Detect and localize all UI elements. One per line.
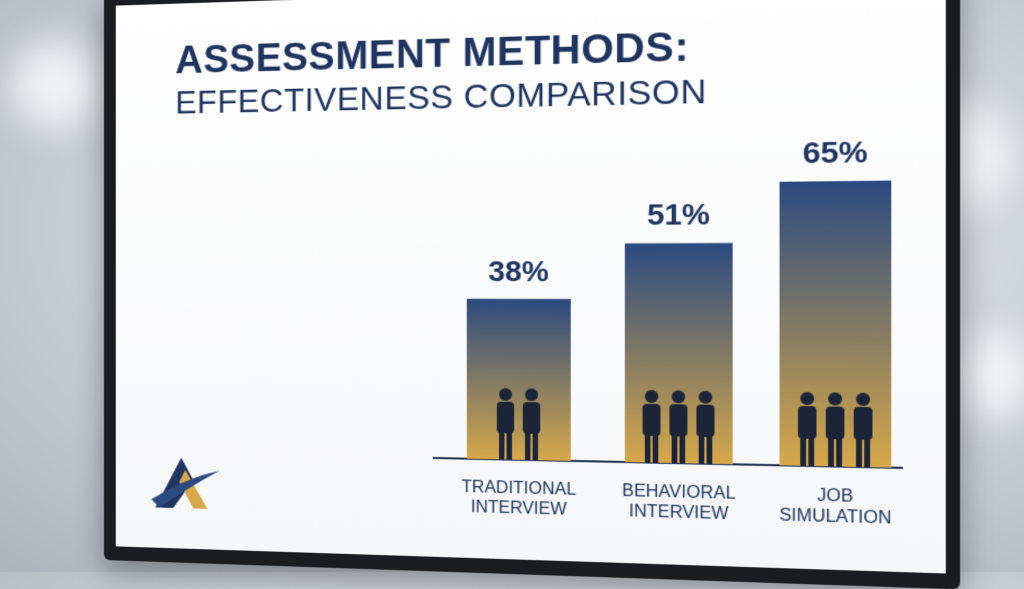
person-icon	[864, 437, 871, 468]
person-icon	[524, 431, 531, 461]
person-icon	[522, 402, 541, 434]
monitor: ASSESSMENT METHODS: EFFECTIVENESS COMPAR…	[104, 0, 961, 589]
person-icon	[797, 406, 817, 439]
value-label: 65%	[802, 134, 868, 170]
person-icon	[669, 404, 688, 437]
person-icon	[506, 431, 512, 460]
value-label: 51%	[647, 198, 711, 232]
bar	[466, 298, 571, 461]
person-icon	[496, 401, 515, 434]
x-tick-label: TRADITIONAL INTERVIEW	[461, 478, 577, 519]
x-tick-label: BEHAVIORAL INTERVIEW	[622, 482, 736, 524]
person-icon	[696, 404, 715, 438]
value-label: 38%	[488, 254, 549, 288]
light	[960, 330, 1024, 420]
person-icon	[652, 433, 659, 463]
person-icon	[499, 431, 505, 460]
person-icon	[828, 436, 834, 467]
bar	[624, 243, 733, 465]
logo	[151, 457, 220, 510]
person-icon	[642, 403, 661, 437]
chart	[151, 180, 946, 510]
person-icon	[808, 436, 815, 467]
person-icon	[800, 436, 807, 466]
person-icon	[856, 437, 862, 468]
person-icon	[853, 406, 873, 440]
person-icon	[825, 406, 845, 440]
person-icon	[836, 437, 843, 467]
person-icon	[671, 434, 678, 464]
person-icon	[532, 431, 539, 461]
person-icon	[679, 434, 686, 464]
screen: ASSESSMENT METHODS: EFFECTIVENESS COMPAR…	[115, 0, 946, 574]
person-icon	[644, 433, 651, 463]
bar	[779, 180, 892, 468]
person-icon	[706, 434, 713, 464]
light	[10, 40, 100, 130]
person-icon	[698, 434, 705, 464]
x-tick-label: JOB SIMULATION	[779, 486, 892, 528]
